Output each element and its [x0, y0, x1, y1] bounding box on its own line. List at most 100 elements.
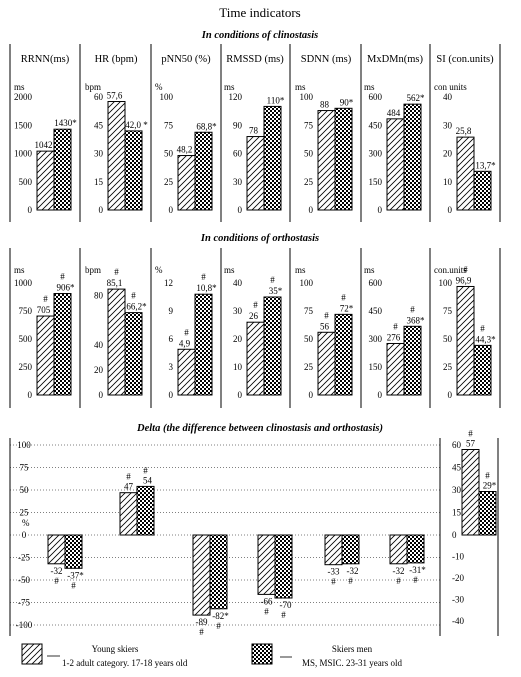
delta-mark-young: # — [264, 606, 269, 616]
delta-right-tick: -10 — [452, 552, 464, 562]
ortho-mark-young: # — [393, 321, 398, 331]
delta-left-tick: -100 — [16, 620, 33, 630]
delta-value-men: 54 — [143, 475, 153, 485]
delta-bar-young — [324, 534, 343, 566]
clino-tick-label: 30 — [443, 120, 453, 130]
delta-right-tick: -20 — [452, 573, 464, 583]
clino-value-men: 42,0 * — [125, 120, 148, 130]
clino-value-men: 13,7* — [475, 160, 496, 170]
clino-tick-label: 60 — [94, 92, 104, 102]
clino-tick-label: 10 — [443, 177, 453, 187]
delta-mark-men: # — [348, 576, 353, 586]
ortho-value-men: 906* — [57, 283, 76, 293]
clino-value-men: 90* — [340, 97, 354, 107]
delta-mark-men: # — [143, 465, 148, 475]
delta-right-tick: 0 — [452, 530, 457, 540]
ortho-tick-label: 0 — [448, 390, 453, 400]
delta-value-men: -31* — [409, 565, 426, 575]
clino-tick-label: 75 — [304, 120, 314, 130]
delta-value-young: -89 — [196, 617, 208, 627]
delta-left-tick: -25 — [18, 553, 30, 563]
ortho-mark-young: # — [463, 264, 468, 274]
delta-bar-men — [64, 534, 83, 569]
clino-panel-title: SI (con.units) — [436, 54, 494, 65]
clino-tick-label: 600 — [369, 92, 383, 102]
delta-right-tick: 45 — [452, 463, 462, 473]
delta-heading: Delta (the difference between clinostasi… — [136, 423, 383, 434]
clino-tick-label: 15 — [94, 177, 104, 187]
legend: Young skiers 1-2 adult category. 17-18 y… — [21, 643, 403, 668]
delta-mark-young: # — [396, 576, 401, 586]
orthostasis-panels: ms10007505002500705906*##bpm804020085,16… — [9, 248, 501, 408]
ortho-tick-label: 75 — [443, 306, 453, 316]
delta-bar-young — [461, 449, 480, 536]
ortho-tick-label: 12 — [164, 278, 173, 288]
clino-bar-young — [246, 136, 265, 211]
clino-tick-label: 0 — [238, 205, 243, 215]
clino-tick-label: 0 — [28, 205, 33, 215]
clino-tick-label: 0 — [378, 205, 383, 215]
clino-unit-label: ms — [14, 82, 25, 92]
delta-right-tick: 30 — [452, 485, 462, 495]
clino-tick-label: 150 — [369, 177, 383, 187]
ortho-bar-young — [177, 348, 196, 396]
clino-tick-label: 450 — [369, 120, 383, 130]
clino-bar-men — [403, 103, 422, 211]
ortho-value-young: 4,9 — [179, 338, 191, 348]
ortho-value-men: 66,2* — [126, 302, 147, 312]
ortho-tick-label: 9 — [169, 306, 174, 316]
legend-men-line2: MS, MSIC. 23-31 years old — [302, 658, 403, 668]
delta-value-men: -37* — [67, 570, 84, 580]
clino-bar-men — [194, 131, 213, 211]
clino-tick-label: 0 — [99, 205, 104, 215]
ortho-mark-men: # — [60, 272, 65, 282]
ortho-tick-label: 450 — [369, 306, 383, 316]
ortho-tick-label: 25 — [443, 362, 453, 372]
delta-bar-men — [341, 534, 360, 565]
delta-value-young: 47 — [124, 482, 134, 492]
clino-unit-label: % — [155, 82, 163, 92]
delta-left-tick: 50 — [20, 485, 30, 495]
delta-mark-men: # — [413, 575, 418, 585]
clino-tick-label: 75 — [164, 120, 174, 130]
ortho-value-men: 10,8* — [196, 283, 217, 293]
ortho-unit-label: bpm — [85, 265, 101, 275]
ortho-mark-men: # — [341, 292, 346, 302]
clino-panel-title: HR (bpm) — [95, 54, 138, 65]
delta-mark-men: # — [281, 610, 286, 620]
ortho-bar-men — [194, 293, 213, 396]
delta-bar-men — [478, 491, 497, 536]
clino-bar-young — [317, 110, 336, 211]
ortho-tick-label: 6 — [169, 334, 174, 344]
ortho-mark-young: # — [253, 300, 258, 310]
delta-right-tick: -30 — [452, 595, 464, 605]
ortho-value-young: 26 — [249, 311, 259, 321]
clino-tick-label: 300 — [369, 149, 383, 159]
ortho-mark-men: # — [270, 275, 275, 285]
ortho-unit-label: ms — [295, 265, 306, 275]
ortho-mark-young: # — [324, 310, 329, 320]
ortho-tick-label: 750 — [19, 306, 33, 316]
delta-left-tick: -75 — [18, 598, 30, 608]
ortho-mark-men: # — [410, 304, 415, 314]
clino-tick-label: 25 — [304, 177, 314, 187]
clino-tick-label: 20 — [443, 149, 453, 159]
clino-panel-title: RRNN(ms) — [21, 54, 70, 65]
delta-mark-young: # — [331, 577, 336, 587]
delta-mark-young: # — [54, 576, 59, 586]
ortho-tick-label: 20 — [233, 334, 243, 344]
ortho-tick-label: 0 — [238, 390, 243, 400]
ortho-value-young: 276 — [387, 332, 401, 342]
clino-value-young: 1042 — [35, 140, 53, 150]
clino-tick-label: 100 — [300, 92, 314, 102]
delta-value-men: -82* — [212, 611, 229, 621]
ortho-value-young: 96,9 — [456, 275, 472, 285]
ortho-mark-young: # — [43, 294, 48, 304]
clino-tick-label: 90 — [233, 120, 243, 130]
ortho-bar-men — [473, 344, 492, 396]
clino-tick-label: 60 — [233, 149, 243, 159]
clino-value-young: 48,2 — [177, 145, 193, 155]
delta-bar-men — [209, 534, 228, 610]
ortho-bar-young — [456, 285, 475, 396]
ortho-bar-young — [386, 342, 405, 396]
